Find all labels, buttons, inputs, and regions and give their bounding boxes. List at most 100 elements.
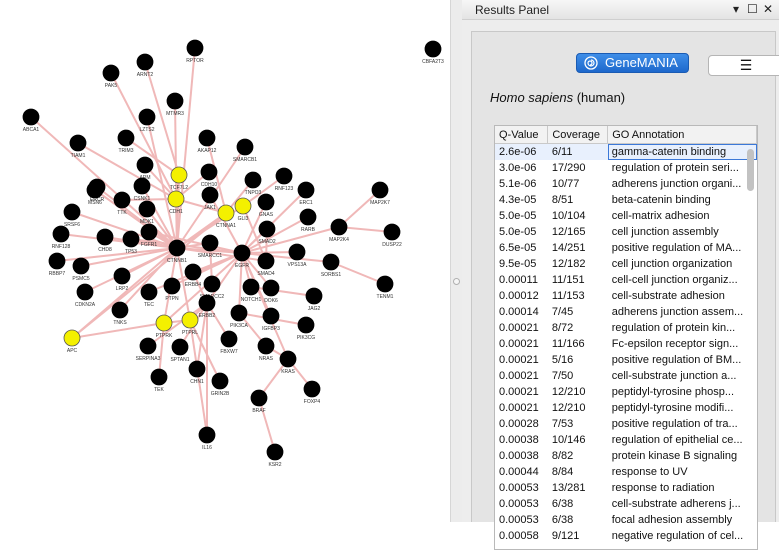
node-circle[interactable] [201, 234, 219, 252]
node-circle[interactable] [376, 275, 394, 293]
network-node[interactable]: IL16 [198, 426, 216, 451]
node-circle[interactable] [69, 134, 87, 152]
column-header-coverage[interactable]: Coverage [547, 126, 609, 144]
node-circle[interactable] [150, 368, 168, 386]
network-node[interactable]: MAP2K4 [329, 218, 349, 243]
table-row[interactable]: 0.00038 10/146 regulation of epithelial ce… [495, 432, 757, 448]
network-node[interactable]: PAK5 [102, 64, 120, 89]
node-circle[interactable] [201, 186, 219, 204]
node-circle[interactable] [136, 53, 154, 71]
network-node[interactable]: CHD8 [96, 228, 114, 253]
network-node[interactable]: FBXW7 [220, 330, 238, 355]
network-node[interactable]: NRAS [257, 337, 275, 362]
node-circle[interactable] [383, 223, 401, 241]
node-circle[interactable] [203, 275, 221, 293]
node-circle[interactable] [188, 360, 206, 378]
node-circle[interactable] [266, 443, 284, 461]
node-circle[interactable] [102, 64, 120, 82]
node-circle[interactable] [236, 138, 254, 156]
network-node[interactable]: SPTAN1 [170, 338, 190, 363]
network-node[interactable]: SMARCC1 [198, 234, 223, 259]
node-circle[interactable] [186, 39, 204, 57]
network-node[interactable]: CTNNB1 [167, 239, 187, 264]
network-node[interactable]: CDH1 [167, 190, 185, 215]
table-row[interactable]: 0.00044 8/84 response to UV [495, 464, 757, 480]
table-row[interactable]: 5.1e-06 10/77 adherens junction organi... [495, 176, 757, 192]
node-circle[interactable] [288, 243, 306, 261]
node-circle[interactable] [184, 263, 202, 281]
network-node[interactable]: VPS13A [288, 243, 308, 268]
network-node[interactable]: MTMR3 [166, 92, 184, 117]
network-node[interactable]: JAK1 [201, 186, 219, 211]
network-node[interactable]: ERC1 [297, 181, 315, 206]
table-row[interactable]: 9.5e-05 12/182 cell junction organization [495, 256, 757, 272]
node-circle[interactable] [72, 257, 90, 275]
node-circle[interactable] [52, 225, 70, 243]
node-circle[interactable] [166, 92, 184, 110]
network-node[interactable]: GNAS [257, 193, 275, 218]
network-node[interactable]: AKAP12 [198, 129, 217, 154]
network-node[interactable]: ERBB2 [198, 294, 216, 319]
table-row[interactable]: 0.00021 12/210 peptidyl-tyrosine modifi... [495, 400, 757, 416]
node-circle[interactable] [250, 389, 268, 407]
network-node[interactable]: MAP2K7 [370, 181, 390, 206]
node-circle[interactable] [122, 230, 140, 248]
node-circle[interactable] [136, 156, 154, 174]
network-node[interactable]: TIAM1 [69, 134, 87, 159]
network-node[interactable]: PSMC5 [72, 257, 90, 282]
node-circle[interactable] [244, 171, 262, 189]
node-circle[interactable] [330, 218, 348, 236]
node-circle[interactable] [138, 108, 156, 126]
options-menu-button[interactable]: ☰ [708, 55, 779, 76]
node-circle[interactable] [171, 338, 189, 356]
network-node[interactable]: PIK3CG [297, 316, 315, 341]
table-row[interactable]: 0.00053 13/281 response to radiation [495, 480, 757, 496]
node-circle[interactable] [257, 252, 275, 270]
table-row[interactable]: 5.0e-05 12/165 cell junction assembly [495, 224, 757, 240]
go-annotation-table[interactable]: Q-Value Coverage GO Annotation 2.6e-06 6/… [494, 125, 758, 550]
table-row[interactable]: 2.6e-06 6/11 gamma-catenin binding [495, 143, 757, 160]
node-circle[interactable] [170, 166, 188, 184]
network-node[interactable]: EGFR [233, 244, 251, 269]
table-scrollbar[interactable] [747, 149, 754, 191]
network-node[interactable]: RARB [299, 208, 317, 233]
network-node[interactable]: RPTOR [186, 39, 204, 64]
network-node[interactable]: MDK1 [138, 200, 156, 225]
divider-handle[interactable] [453, 278, 460, 285]
network-node[interactable]: KSR2 [266, 443, 284, 468]
network-node[interactable]: TNKS [111, 301, 129, 326]
node-circle[interactable] [275, 167, 293, 185]
network-node[interactable]: FGFR1 [140, 223, 158, 248]
table-row[interactable]: 0.00028 7/53 positive regulation of tra... [495, 416, 757, 432]
node-circle[interactable] [155, 314, 173, 332]
table-row[interactable]: 0.00021 7/50 cell-substrate junction a... [495, 368, 757, 384]
network-node[interactable]: PTPN [163, 277, 181, 302]
node-circle[interactable] [86, 181, 104, 199]
network-node[interactable]: TEK [150, 368, 168, 393]
node-circle[interactable] [257, 193, 275, 211]
network-node[interactable]: CSNK1 [133, 177, 151, 202]
network-node[interactable]: APC [63, 329, 81, 354]
node-circle[interactable] [200, 163, 218, 181]
node-circle[interactable] [305, 287, 323, 305]
node-circle[interactable] [424, 40, 442, 58]
node-circle[interactable] [198, 426, 216, 444]
node-circle[interactable] [48, 252, 66, 270]
node-circle[interactable] [138, 200, 156, 218]
node-circle[interactable] [63, 329, 81, 347]
network-node[interactable]: ARNT2 [136, 53, 154, 78]
network-node[interactable]: BRAF [250, 389, 268, 414]
network-node[interactable]: TENM1 [376, 275, 394, 300]
network-node[interactable]: MSN6 [86, 181, 104, 206]
network-node[interactable]: CTNNA1 [216, 204, 236, 229]
network-node[interactable]: PIK3CA [230, 304, 249, 329]
node-circle[interactable] [220, 330, 238, 348]
genemania-button[interactable]: GeneMANIA [576, 53, 689, 73]
network-node[interactable]: FOXP4 [303, 380, 321, 405]
network-node[interactable]: IGFBP3 [262, 307, 280, 332]
split-divider[interactable] [450, 0, 462, 522]
table-row[interactable]: 0.00053 6/38 focal adhesion assembly [495, 512, 757, 528]
network-node[interactable]: CDKN2A [75, 283, 96, 308]
network-node[interactable]: ARM [136, 156, 154, 181]
node-circle[interactable] [22, 108, 40, 126]
